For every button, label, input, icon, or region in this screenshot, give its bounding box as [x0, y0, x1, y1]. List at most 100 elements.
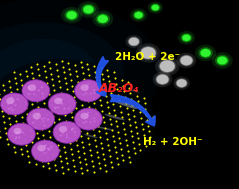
- Point: [25, 144, 28, 147]
- Circle shape: [93, 92, 96, 94]
- Point: [35, 131, 39, 134]
- Point: [114, 151, 118, 154]
- Point: [41, 96, 45, 99]
- Point: [32, 114, 36, 117]
- Ellipse shape: [0, 39, 97, 105]
- Point: [60, 166, 64, 169]
- Point: [55, 69, 59, 72]
- Point: [113, 114, 117, 117]
- Point: [100, 72, 103, 75]
- Point: [122, 90, 125, 93]
- Point: [14, 119, 18, 122]
- Circle shape: [71, 129, 73, 131]
- Point: [32, 151, 36, 154]
- Circle shape: [16, 98, 19, 100]
- Point: [70, 78, 73, 81]
- Circle shape: [48, 93, 76, 115]
- Point: [22, 95, 26, 98]
- Point: [88, 148, 92, 151]
- Point: [33, 83, 36, 86]
- Point: [26, 149, 29, 152]
- Circle shape: [148, 2, 163, 14]
- Circle shape: [136, 43, 160, 63]
- Circle shape: [92, 11, 113, 27]
- Circle shape: [50, 146, 52, 148]
- Point: [25, 75, 29, 78]
- Point: [54, 63, 58, 66]
- Point: [126, 81, 130, 84]
- Point: [71, 159, 75, 162]
- Circle shape: [54, 107, 57, 109]
- Point: [39, 122, 43, 125]
- Point: [126, 149, 130, 153]
- Circle shape: [75, 80, 102, 102]
- Circle shape: [61, 103, 63, 105]
- Circle shape: [28, 88, 31, 90]
- Circle shape: [38, 90, 40, 91]
- Point: [65, 125, 69, 128]
- Circle shape: [14, 104, 16, 106]
- Circle shape: [15, 136, 17, 138]
- Point: [86, 137, 90, 140]
- Circle shape: [155, 74, 170, 85]
- Point: [90, 159, 94, 162]
- Point: [74, 138, 78, 141]
- Point: [43, 107, 47, 110]
- Circle shape: [178, 31, 195, 45]
- Point: [82, 77, 86, 80]
- Point: [52, 121, 56, 124]
- Point: [71, 90, 75, 93]
- Point: [116, 131, 120, 134]
- Point: [45, 156, 49, 159]
- Circle shape: [78, 1, 99, 18]
- Point: [88, 79, 92, 82]
- Point: [3, 94, 7, 98]
- FancyArrowPatch shape: [110, 95, 155, 126]
- Point: [11, 102, 15, 105]
- Point: [131, 140, 135, 143]
- Point: [125, 144, 129, 147]
- Point: [117, 99, 121, 102]
- Circle shape: [10, 107, 12, 109]
- Point: [85, 62, 89, 65]
- Point: [33, 88, 37, 91]
- Point: [71, 121, 75, 124]
- Point: [24, 138, 27, 141]
- Point: [2, 89, 6, 92]
- Point: [58, 117, 61, 120]
- Circle shape: [198, 47, 213, 59]
- Circle shape: [179, 55, 194, 66]
- Point: [94, 145, 98, 148]
- Point: [96, 156, 99, 159]
- Circle shape: [18, 136, 20, 138]
- Point: [11, 139, 15, 142]
- Point: [76, 112, 79, 115]
- Point: [50, 146, 54, 149]
- Circle shape: [42, 120, 44, 122]
- Point: [3, 126, 6, 129]
- Circle shape: [215, 55, 230, 66]
- Point: [21, 121, 24, 124]
- Point: [90, 91, 94, 94]
- Circle shape: [212, 52, 233, 69]
- Point: [66, 168, 70, 171]
- Point: [13, 113, 17, 116]
- Point: [115, 125, 119, 128]
- Point: [99, 104, 103, 107]
- Ellipse shape: [105, 114, 125, 120]
- Point: [84, 88, 87, 91]
- Point: [20, 115, 23, 119]
- Point: [54, 94, 57, 98]
- Point: [63, 76, 67, 79]
- Point: [108, 86, 112, 89]
- Point: [44, 76, 48, 79]
- Circle shape: [43, 125, 46, 126]
- Point: [18, 73, 22, 76]
- Point: [50, 78, 54, 81]
- Point: [105, 138, 109, 141]
- Circle shape: [60, 135, 62, 136]
- Circle shape: [33, 93, 35, 95]
- Point: [96, 124, 100, 127]
- Point: [83, 83, 87, 86]
- Circle shape: [60, 98, 62, 100]
